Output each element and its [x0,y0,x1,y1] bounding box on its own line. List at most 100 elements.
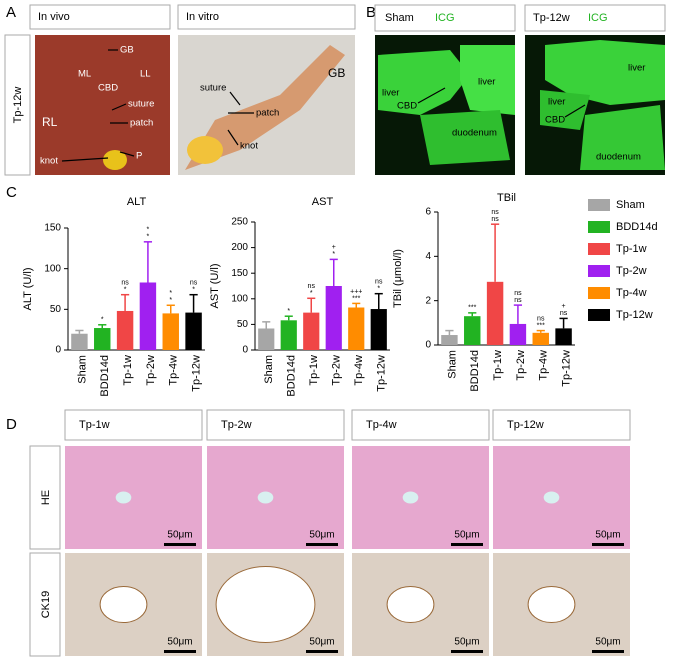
significance: * [169,297,172,304]
significance: +++ [350,288,362,295]
row-box [29,552,61,657]
y-tick-label: 50 [50,304,62,315]
significance: ns [491,216,499,223]
x-tick-label: Tp-1w [492,350,504,381]
photo [352,446,489,549]
header: Tp-4w [366,419,397,431]
photo-detail [187,136,223,164]
y-tick-label: 0 [425,340,431,351]
photo-label: patch [256,108,279,119]
x-tick-label: BDD14d [286,355,298,397]
scale-bar [164,650,196,653]
scale-bar [451,650,483,653]
x-tick-label: Tp-2w [331,355,343,386]
y-axis-label: ALT (U/l) [22,268,34,311]
bar [162,313,179,350]
bar [71,333,88,350]
y-tick-label: 150 [231,268,248,279]
panel-label: C [6,184,17,201]
scale-bar [592,543,624,546]
photo [35,35,170,175]
arrow [119,151,135,157]
scale-label: 50μm [309,530,334,541]
scale-label: 50μm [167,530,192,541]
photo-label: patch [130,118,153,129]
scale-bar [592,650,624,653]
y-tick-label: 250 [231,217,248,228]
bar [139,282,157,350]
bar [348,307,365,350]
header-box [374,4,516,32]
photo-detail [460,45,515,115]
scale-label: 50μm [595,637,620,648]
scale-bar [306,543,338,546]
photo-detail [527,586,576,623]
x-tick-label: Tp-1w [122,355,134,386]
header-box [177,4,356,30]
y-tick-label: 150 [44,223,61,234]
photo-label: LL [140,69,151,80]
legend-label: Tp-12w [616,309,653,321]
row-label: CK19 [40,591,52,619]
legend-label: BDD14d [616,221,658,233]
photo-label: CBD [98,83,118,94]
x-tick-label: Sham [446,350,458,379]
header-box [206,409,345,441]
scale-label: 50μm [454,530,479,541]
bar [509,323,527,345]
arrow [227,129,239,146]
significance: * [377,286,380,293]
significance: * [192,287,195,294]
photo-detail [185,45,345,170]
scale-label: 50μm [595,530,620,541]
y-tick-label: 200 [231,242,248,253]
header: In vivo [38,11,70,23]
photo-label: liver [548,97,565,108]
significance: * [310,290,313,297]
header-box [492,409,631,441]
photo-detail [540,90,590,130]
legend-label: Tp-1w [616,243,647,255]
legend-label: Tp-4w [616,287,647,299]
header: In vitro [186,11,219,23]
row-label: HE [40,490,52,505]
row-box [29,445,61,550]
scale-bar [306,650,338,653]
photo-label: CBD [545,115,565,126]
header-box [64,409,203,441]
photo-detail [386,586,435,623]
significance: + [332,244,336,251]
photo-detail [215,566,316,643]
significance: * [287,308,290,315]
header-box [351,409,490,441]
photo-label: liver [628,63,645,74]
arrow [564,104,586,118]
scale-label: 50μm [454,637,479,648]
significance: ns [491,209,499,216]
bar [280,320,297,350]
legend-swatch [588,243,610,255]
y-tick-label: 50 [237,319,249,330]
x-tick-label: Tp-1w [308,355,320,386]
chart-title: TBil [497,192,516,204]
photo-detail [545,40,665,105]
photo-label: knot [240,141,258,152]
photo-detail [99,586,148,623]
panel-label: D [6,416,17,433]
header-box [524,4,666,32]
legend-swatch [588,221,610,233]
photo-detail [257,491,274,504]
legend-swatch [588,265,610,277]
scale-bar [164,543,196,546]
header-box [29,4,171,30]
photo-label: GB [120,45,134,56]
x-tick-label: Sham [76,355,88,384]
significance: *** [468,305,476,312]
significance: ns [121,280,129,287]
photo-label: knot [40,156,58,167]
photo-detail [378,50,470,115]
significance: ns [514,290,522,297]
photo-label: CBD [397,101,417,112]
